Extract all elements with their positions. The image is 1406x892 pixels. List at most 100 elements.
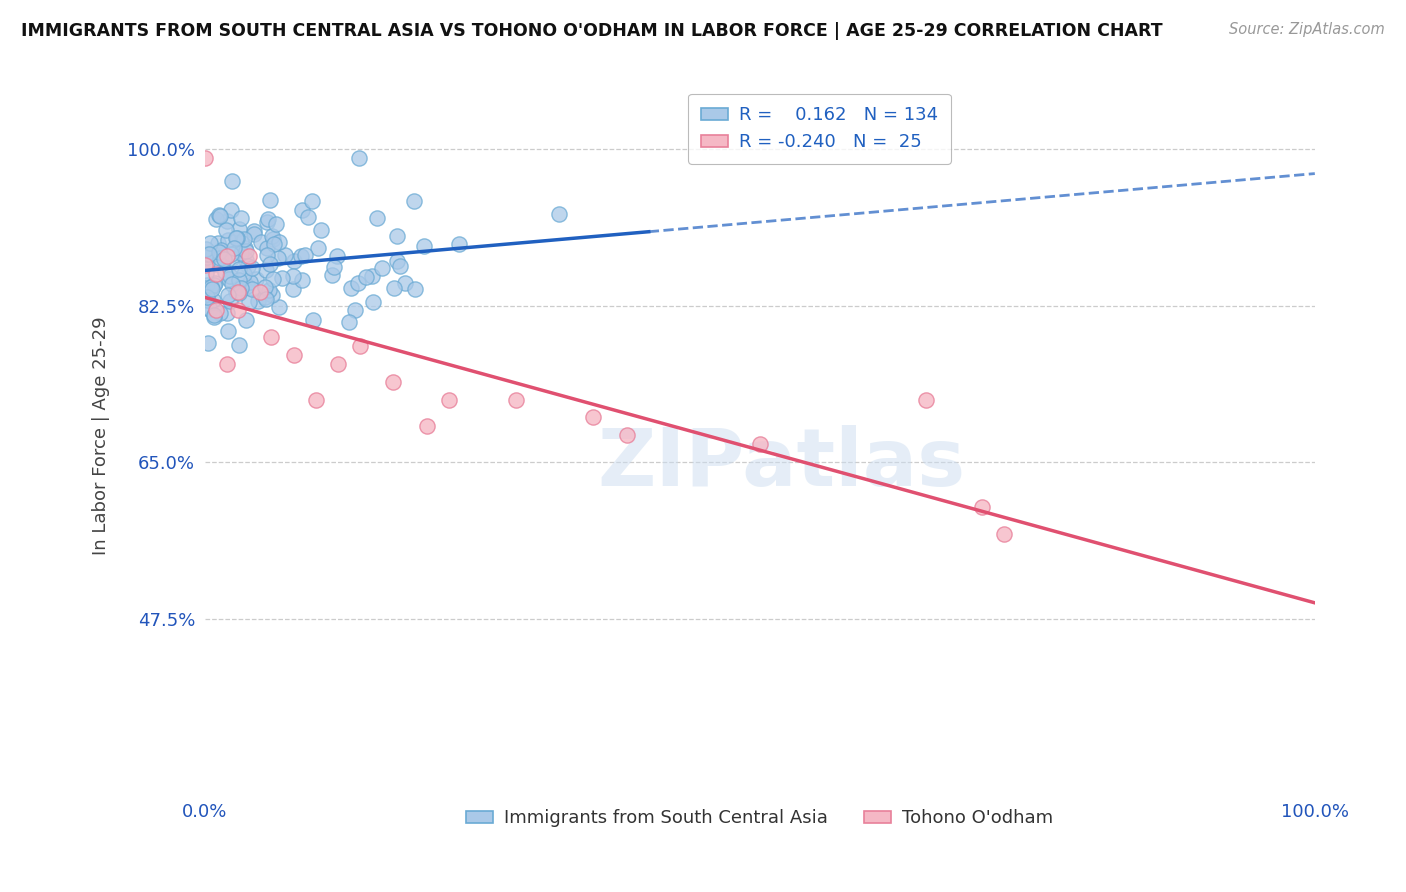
Point bbox=[254, 279, 277, 293]
Point bbox=[253, 290, 276, 304]
Point bbox=[198, 302, 221, 317]
Point bbox=[209, 210, 232, 224]
Point bbox=[243, 227, 266, 241]
Point bbox=[194, 258, 217, 272]
Point bbox=[229, 281, 252, 295]
Point bbox=[254, 262, 277, 277]
Point bbox=[404, 282, 426, 296]
Point bbox=[194, 151, 217, 165]
Point bbox=[323, 260, 346, 275]
Point bbox=[204, 268, 226, 282]
Point bbox=[259, 193, 281, 207]
Point bbox=[215, 223, 238, 237]
Point bbox=[229, 235, 252, 249]
Point bbox=[194, 293, 217, 307]
Point bbox=[229, 245, 252, 260]
Point bbox=[262, 288, 284, 302]
Point bbox=[198, 236, 221, 251]
Point bbox=[256, 212, 278, 227]
Point bbox=[259, 257, 281, 271]
Point bbox=[221, 251, 243, 265]
Point bbox=[343, 302, 366, 317]
Point bbox=[283, 348, 305, 362]
Point bbox=[195, 256, 218, 270]
Point bbox=[256, 248, 278, 262]
Point bbox=[266, 217, 288, 231]
Point bbox=[198, 247, 221, 261]
Point bbox=[305, 392, 328, 407]
Point bbox=[385, 228, 408, 243]
Point bbox=[202, 308, 225, 322]
Point bbox=[915, 392, 938, 407]
Point bbox=[262, 232, 284, 246]
Point bbox=[228, 337, 250, 351]
Point bbox=[195, 277, 218, 292]
Point bbox=[195, 250, 218, 264]
Point bbox=[970, 500, 993, 514]
Point bbox=[195, 290, 218, 304]
Point bbox=[256, 240, 278, 254]
Point bbox=[437, 392, 460, 407]
Point bbox=[208, 245, 231, 260]
Point bbox=[582, 410, 605, 425]
Point bbox=[194, 243, 217, 257]
Point bbox=[340, 281, 363, 295]
Point bbox=[217, 306, 239, 320]
Point bbox=[228, 273, 250, 287]
Point bbox=[215, 249, 238, 263]
Point bbox=[232, 232, 254, 246]
Point bbox=[242, 224, 264, 238]
Point bbox=[262, 229, 284, 244]
Point bbox=[326, 357, 349, 371]
Point bbox=[215, 357, 238, 371]
Point bbox=[194, 246, 217, 260]
Point bbox=[349, 339, 371, 353]
Point bbox=[354, 270, 377, 285]
Point bbox=[291, 202, 314, 217]
Point bbox=[281, 268, 304, 283]
Point bbox=[271, 271, 294, 285]
Point bbox=[194, 301, 217, 316]
Point bbox=[371, 260, 394, 275]
Point bbox=[382, 375, 405, 389]
Point bbox=[219, 203, 242, 218]
Point bbox=[208, 306, 231, 320]
Point bbox=[387, 253, 409, 268]
Point bbox=[228, 285, 250, 300]
Point bbox=[222, 241, 245, 255]
Point bbox=[226, 231, 249, 245]
Point bbox=[361, 269, 384, 284]
Point bbox=[240, 282, 263, 296]
Point bbox=[200, 280, 222, 294]
Point bbox=[616, 428, 638, 442]
Point bbox=[218, 234, 240, 248]
Point bbox=[361, 294, 384, 309]
Point bbox=[209, 251, 232, 265]
Point bbox=[366, 211, 388, 225]
Point bbox=[201, 246, 224, 260]
Point bbox=[217, 288, 239, 302]
Point bbox=[228, 222, 250, 236]
Point bbox=[221, 277, 243, 291]
Point bbox=[347, 151, 370, 165]
Point bbox=[257, 283, 280, 297]
Point bbox=[449, 236, 471, 251]
Point bbox=[412, 239, 434, 253]
Point bbox=[231, 211, 253, 226]
Point bbox=[219, 268, 242, 283]
Point bbox=[245, 272, 267, 286]
Point bbox=[218, 271, 240, 285]
Point bbox=[250, 235, 273, 249]
Point bbox=[260, 330, 283, 344]
Legend: Immigrants from South Central Asia, Tohono O'odham: Immigrants from South Central Asia, Toho… bbox=[460, 802, 1060, 834]
Point bbox=[202, 278, 225, 293]
Point bbox=[249, 285, 271, 300]
Point bbox=[228, 262, 250, 277]
Point bbox=[204, 276, 226, 290]
Point bbox=[302, 313, 325, 327]
Point bbox=[404, 194, 426, 209]
Point bbox=[247, 294, 270, 309]
Point bbox=[321, 268, 343, 282]
Point bbox=[212, 252, 235, 266]
Point bbox=[301, 194, 323, 208]
